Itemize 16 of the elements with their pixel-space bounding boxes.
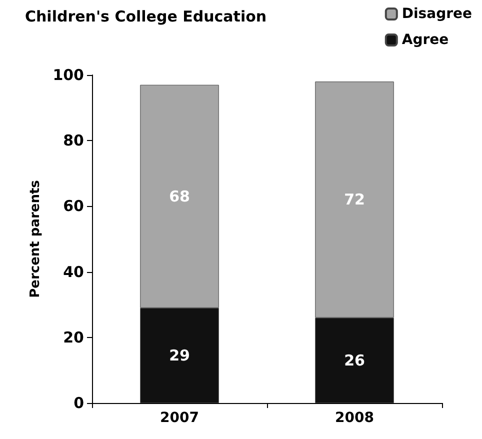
y-axis-title: Percent parents bbox=[28, 180, 43, 298]
data-label: 68 bbox=[169, 187, 190, 206]
y-tick-label: 60 bbox=[63, 197, 84, 216]
legend-label: Agree bbox=[402, 32, 449, 48]
chart-title: Children's College Education bbox=[25, 8, 267, 26]
x-tick-label: 2008 bbox=[335, 410, 374, 426]
data-label: 29 bbox=[169, 346, 190, 364]
data-label: 72 bbox=[344, 190, 365, 209]
legend-label: Disagree bbox=[402, 6, 472, 22]
y-tick-label: 40 bbox=[63, 262, 84, 281]
y-tick-label: 0 bbox=[74, 394, 84, 412]
data-label: 26 bbox=[344, 351, 365, 370]
y-tick-label: 80 bbox=[63, 132, 84, 150]
x-tick-label: 2007 bbox=[160, 410, 199, 426]
y-tick-label: 100 bbox=[52, 66, 84, 84]
y-tick-label: 20 bbox=[63, 328, 84, 346]
